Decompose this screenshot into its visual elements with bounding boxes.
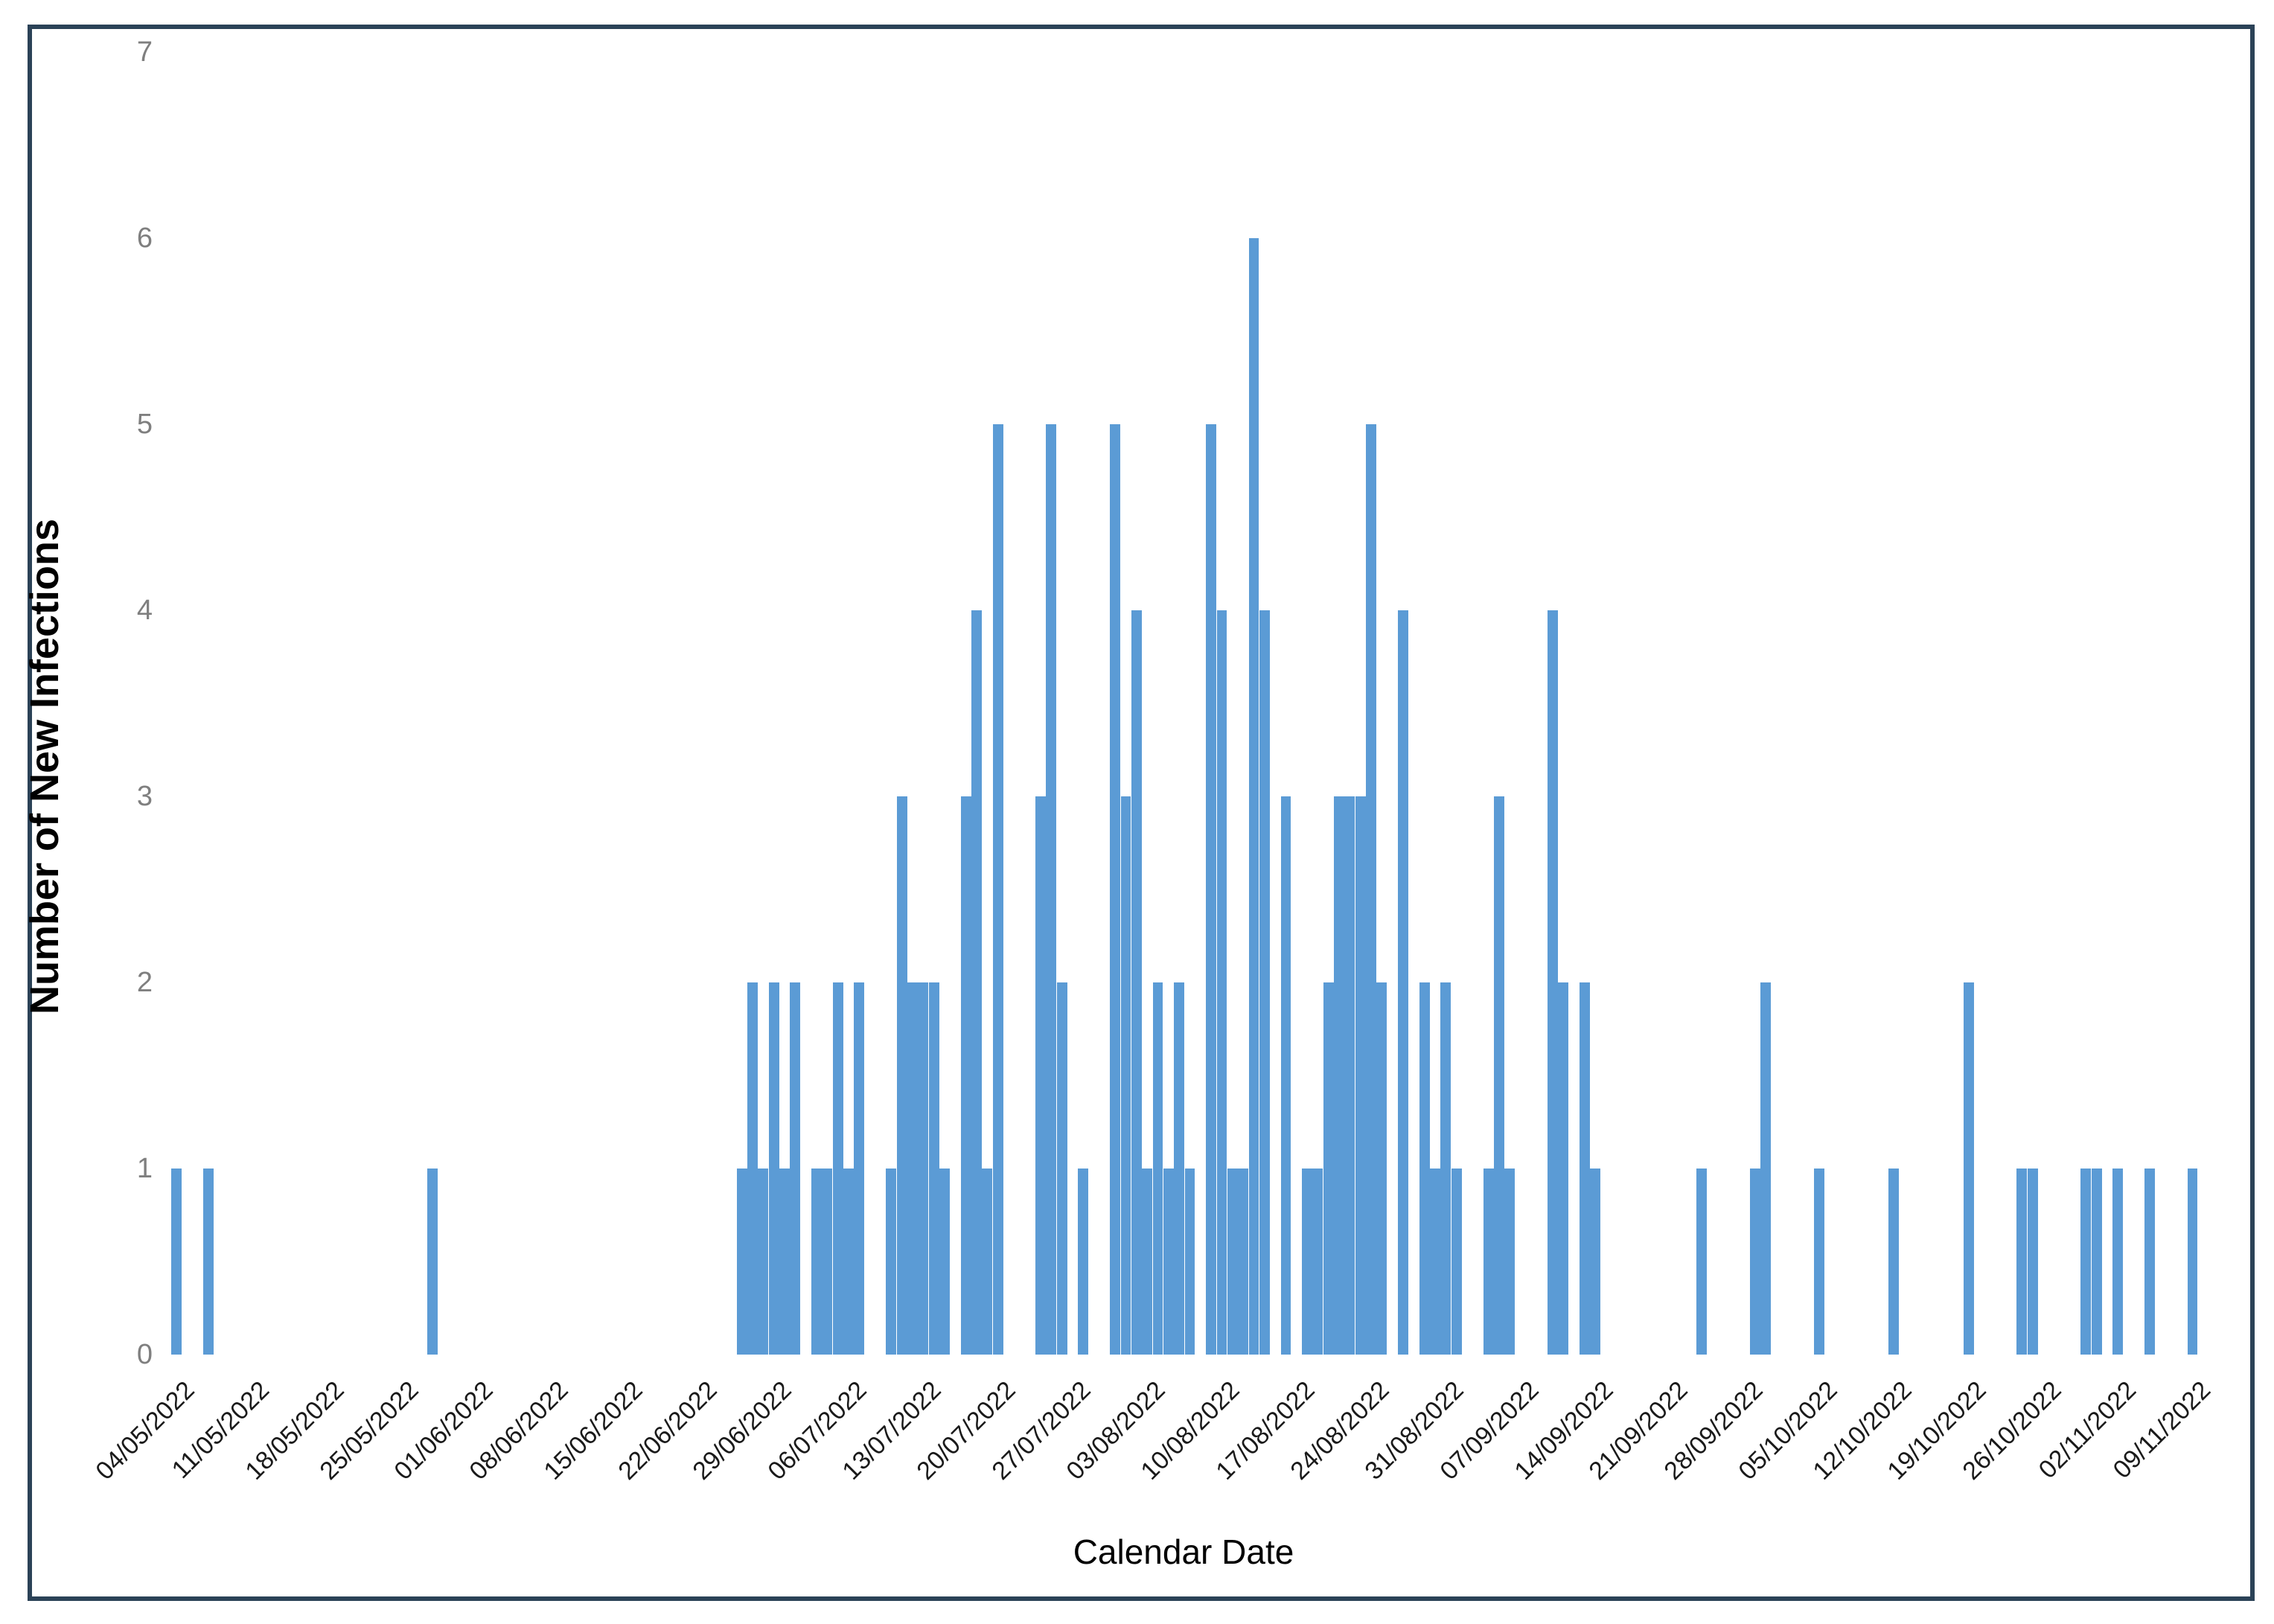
bar[interactable] xyxy=(1888,1169,1900,1355)
y-axis-title: Number of New Infections xyxy=(22,518,67,1015)
bar[interactable] xyxy=(1323,982,1334,1355)
bar[interactable] xyxy=(1056,982,1067,1355)
bar[interactable] xyxy=(811,1169,822,1355)
bar[interactable] xyxy=(1152,982,1163,1355)
bar[interactable] xyxy=(843,1169,854,1355)
bar[interactable] xyxy=(1248,238,1259,1355)
bar[interactable] xyxy=(171,1169,182,1355)
bar[interactable] xyxy=(1494,796,1505,1355)
bar[interactable] xyxy=(907,982,918,1355)
y-tick-label: 3 xyxy=(136,781,153,812)
bar[interactable] xyxy=(1376,982,1387,1355)
x-axis-title: Calendar Date xyxy=(1073,1532,1294,1571)
y-tick-label: 7 xyxy=(136,36,153,68)
bar[interactable] xyxy=(960,796,971,1355)
bar[interactable] xyxy=(2016,1169,2028,1355)
bar[interactable] xyxy=(971,610,982,1355)
bar[interactable] xyxy=(1419,982,1430,1355)
bar[interactable] xyxy=(1430,1169,1441,1355)
y-tick-label: 4 xyxy=(136,595,153,626)
bar[interactable] xyxy=(1174,982,1185,1355)
y-tick-label: 1 xyxy=(136,1153,153,1184)
bar[interactable] xyxy=(1227,1169,1238,1355)
bar[interactable] xyxy=(1547,610,1558,1355)
bar[interactable] xyxy=(886,1169,897,1355)
bar[interactable] xyxy=(1163,1169,1174,1355)
bar[interactable] xyxy=(832,982,843,1355)
bar[interactable] xyxy=(1696,1169,1708,1355)
bar[interactable] xyxy=(779,1169,790,1355)
bar[interactable] xyxy=(1078,1169,1089,1355)
bar[interactable] xyxy=(1451,1169,1462,1355)
plot-area xyxy=(171,52,2241,1355)
bar[interactable] xyxy=(1206,424,1217,1355)
bar[interactable] xyxy=(1120,796,1131,1355)
bar[interactable] xyxy=(982,1169,993,1355)
bar[interactable] xyxy=(1440,982,1451,1355)
bar[interactable] xyxy=(1312,1169,1323,1355)
bar[interactable] xyxy=(2080,1169,2092,1355)
bar[interactable] xyxy=(1046,424,1057,1355)
bar[interactable] xyxy=(2091,1169,2102,1355)
bar[interactable] xyxy=(2187,1169,2198,1355)
bar[interactable] xyxy=(1590,1169,1600,1355)
bar[interactable] xyxy=(1398,610,1409,1355)
bar[interactable] xyxy=(822,1169,833,1355)
y-tick-label: 5 xyxy=(136,409,153,440)
bar[interactable] xyxy=(736,1169,747,1355)
bar[interactable] xyxy=(1035,796,1046,1355)
bar[interactable] xyxy=(896,796,907,1355)
bar[interactable] xyxy=(747,982,758,1355)
bar[interactable] xyxy=(1504,1169,1516,1355)
bar[interactable] xyxy=(1142,1169,1153,1355)
bar[interactable] xyxy=(1216,610,1227,1355)
y-tick-label: 6 xyxy=(136,223,153,254)
bar[interactable] xyxy=(427,1169,438,1355)
bar[interactable] xyxy=(1344,796,1355,1355)
bar[interactable] xyxy=(1110,424,1121,1355)
bar[interactable] xyxy=(1814,1169,1824,1355)
bar[interactable] xyxy=(768,982,779,1355)
bar[interactable] xyxy=(854,982,865,1355)
bar[interactable] xyxy=(928,982,939,1355)
bar[interactable] xyxy=(1131,610,1142,1355)
bar[interactable] xyxy=(1558,982,1568,1355)
bar[interactable] xyxy=(2144,1169,2156,1355)
bar[interactable] xyxy=(1238,1169,1249,1355)
bar[interactable] xyxy=(1750,1169,1760,1355)
y-tick-label: 0 xyxy=(136,1339,153,1370)
y-tick-label: 2 xyxy=(136,967,153,998)
bar[interactable] xyxy=(1579,982,1590,1355)
bar[interactable] xyxy=(1184,1169,1195,1355)
bar[interactable] xyxy=(790,982,801,1355)
bar[interactable] xyxy=(1483,1169,1494,1355)
bar[interactable] xyxy=(1366,424,1377,1355)
bar[interactable] xyxy=(203,1169,214,1355)
bar[interactable] xyxy=(918,982,929,1355)
bar[interactable] xyxy=(939,1169,950,1355)
bar[interactable] xyxy=(1280,796,1291,1355)
bar[interactable] xyxy=(2112,1169,2124,1355)
bar[interactable] xyxy=(1334,796,1345,1355)
bar[interactable] xyxy=(758,1169,769,1355)
bar[interactable] xyxy=(1760,982,1772,1355)
bar[interactable] xyxy=(1963,982,1974,1355)
bar[interactable] xyxy=(2027,1169,2038,1355)
bar[interactable] xyxy=(1302,1169,1313,1355)
bar[interactable] xyxy=(1355,796,1366,1355)
bar[interactable] xyxy=(1259,610,1270,1355)
bar[interactable] xyxy=(992,424,1003,1355)
